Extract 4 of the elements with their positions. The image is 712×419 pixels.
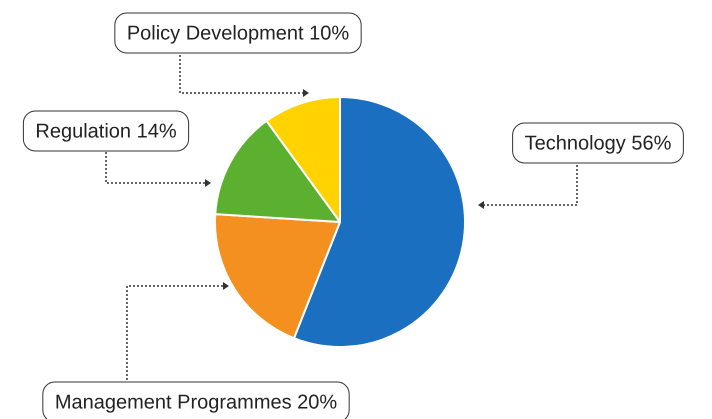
slice-label: Technology 56% [524, 132, 672, 155]
slice-label: Regulation 14% [35, 120, 177, 143]
slice-label: Management Programmes 20% [54, 392, 338, 414]
slice-label: Policy Development 10% [126, 22, 350, 45]
